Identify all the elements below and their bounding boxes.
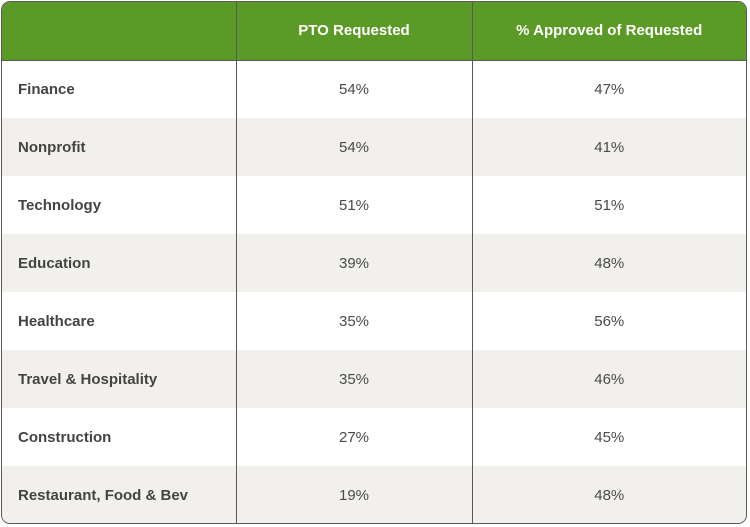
approved-cell: 41% (471, 118, 746, 176)
industry-cell: Construction (2, 408, 236, 466)
pto-requested-cell: 39% (235, 234, 472, 292)
industry-cell: Healthcare (2, 292, 236, 350)
table-row: Restaurant, Food & Bev 19% 48% (2, 466, 746, 523)
pto-requested-cell: 54% (235, 60, 472, 118)
table-row: Finance 54% 47% (2, 60, 746, 118)
table-row: Technology 51% 51% (2, 176, 746, 234)
header-pto-requested: PTO Requested (235, 2, 472, 61)
industry-cell: Education (2, 234, 236, 292)
table-row: Healthcare 35% 56% (2, 292, 746, 350)
approved-cell: 48% (471, 466, 746, 523)
header-industry (2, 2, 236, 61)
approved-cell: 48% (471, 234, 746, 292)
industry-cell: Nonprofit (2, 118, 236, 176)
pto-requested-cell: 35% (235, 350, 472, 408)
table-row: Nonprofit 54% 41% (2, 118, 746, 176)
table-row: Travel & Hospitality 35% 46% (2, 350, 746, 408)
industry-cell: Technology (2, 176, 236, 234)
approved-cell: 46% (471, 350, 746, 408)
industry-cell: Finance (2, 60, 236, 118)
approved-cell: 45% (471, 408, 746, 466)
pto-requested-cell: 51% (235, 176, 472, 234)
approved-cell: 56% (471, 292, 746, 350)
header-approved: % Approved of Requested (471, 2, 746, 61)
table-header-row: PTO Requested % Approved of Requested (2, 2, 746, 61)
pto-requested-cell: 35% (235, 292, 472, 350)
approved-cell: 47% (471, 60, 746, 118)
table-row: Construction 27% 45% (2, 408, 746, 466)
industry-cell: Travel & Hospitality (2, 350, 236, 408)
pto-requested-cell: 27% (235, 408, 472, 466)
table-row: Education 39% 48% (2, 234, 746, 292)
pto-requested-cell: 54% (235, 118, 472, 176)
industry-cell: Restaurant, Food & Bev (2, 466, 236, 523)
pto-requested-cell: 19% (235, 466, 472, 523)
approved-cell: 51% (471, 176, 746, 234)
